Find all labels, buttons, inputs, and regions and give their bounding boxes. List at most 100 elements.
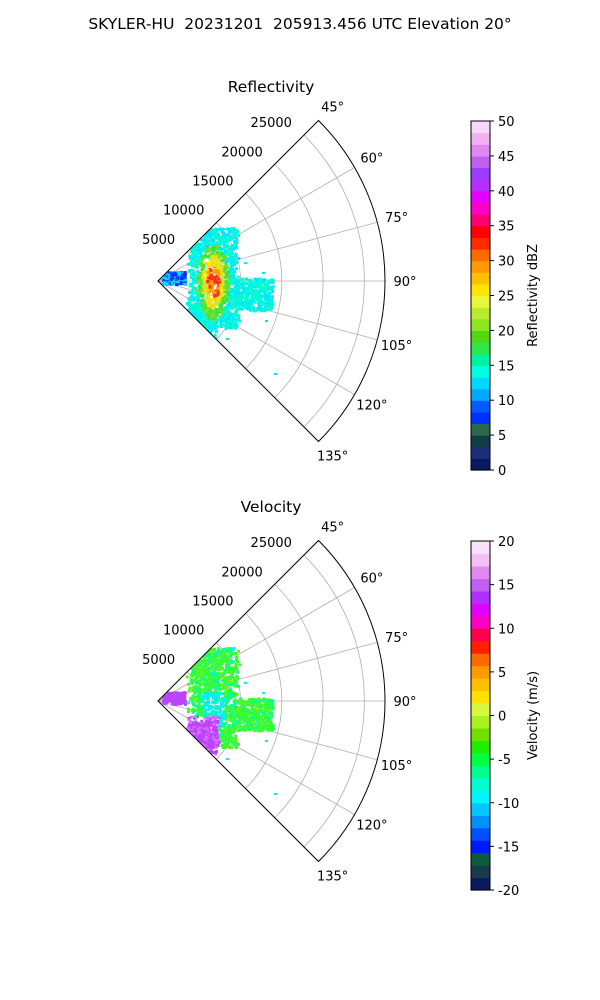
echo-cell xyxy=(268,280,271,284)
echo-cell xyxy=(190,317,194,321)
colorbar-segment xyxy=(471,565,490,579)
echo-cell xyxy=(201,265,205,269)
echo-cell xyxy=(208,258,212,262)
echo-cell xyxy=(199,761,203,765)
echo-cell xyxy=(191,239,195,243)
echo-cell xyxy=(213,669,217,673)
echo-cell xyxy=(191,312,195,316)
echo-cell xyxy=(206,659,210,663)
echo-cell xyxy=(227,729,231,733)
echo-cell xyxy=(267,725,271,728)
echo-cell xyxy=(226,655,230,659)
echo-cell xyxy=(228,267,232,271)
echo-cell xyxy=(215,660,219,664)
echo-cell xyxy=(186,325,190,329)
echo-cell xyxy=(269,296,273,300)
echo-cell xyxy=(196,234,200,238)
echo-cell xyxy=(192,336,196,340)
echo-cell xyxy=(197,762,201,766)
echo-cell xyxy=(167,273,171,277)
echo-cell xyxy=(229,671,233,675)
echo-cell xyxy=(224,726,228,730)
echo-cell xyxy=(204,330,207,334)
echo-cell xyxy=(222,251,226,255)
echo-cell xyxy=(193,751,197,755)
echo-cell xyxy=(196,759,200,763)
echo-cell xyxy=(188,655,192,659)
echo-cell xyxy=(185,750,189,754)
echo-cell xyxy=(197,298,201,302)
echo-cell xyxy=(190,250,194,254)
echo-cell xyxy=(217,659,221,663)
echo-cell xyxy=(199,678,202,682)
echo-cell xyxy=(225,264,229,268)
echo-cell xyxy=(169,282,173,286)
echo-cell xyxy=(205,658,209,662)
echo-cell xyxy=(202,229,206,233)
echo-cell xyxy=(188,328,192,332)
echo-cell xyxy=(221,683,225,687)
echo-cell xyxy=(224,713,228,716)
echo-cell xyxy=(207,248,211,252)
echo-cell xyxy=(235,323,239,327)
echo-cell xyxy=(217,653,221,657)
echo-cell xyxy=(214,256,218,259)
echo-cell xyxy=(193,746,197,750)
echo-cell xyxy=(262,697,266,701)
echo-cell xyxy=(208,323,212,326)
echo-cell xyxy=(201,275,205,279)
echo-cell xyxy=(211,339,215,343)
echo-cell xyxy=(265,320,268,322)
echo-cell xyxy=(212,312,216,316)
echo-cell xyxy=(193,339,197,343)
echo-cell xyxy=(189,738,193,742)
echo-cell xyxy=(194,333,198,337)
echo-cell xyxy=(185,315,189,319)
echo-cell xyxy=(198,315,202,319)
echo-cell xyxy=(233,296,237,300)
echo-cell xyxy=(202,249,206,253)
echo-cell xyxy=(237,257,241,260)
echo-cell xyxy=(249,710,253,714)
echo-cell xyxy=(258,706,262,710)
echo-cell xyxy=(195,234,199,238)
echo-cell xyxy=(203,243,207,247)
echo-cell xyxy=(241,301,244,305)
colorbar-tick-label: 20 xyxy=(498,535,515,550)
colorbar-segment xyxy=(471,365,490,378)
echo-cell xyxy=(266,279,270,283)
echo-cell xyxy=(243,728,247,732)
echo-cell xyxy=(199,647,203,651)
echo-cell xyxy=(269,711,273,715)
echo-cell xyxy=(193,746,197,750)
echo-cell xyxy=(214,310,218,313)
echo-cell xyxy=(213,693,217,697)
echo-cell xyxy=(226,291,230,295)
echo-cell xyxy=(213,656,217,660)
echo-cell xyxy=(190,307,194,311)
echo-cell xyxy=(188,236,192,240)
echo-cell xyxy=(186,329,190,333)
echo-cell xyxy=(206,708,210,712)
echo-cell xyxy=(222,288,226,292)
echo-cell xyxy=(230,266,234,270)
echo-cell xyxy=(175,271,179,275)
echo-cell xyxy=(223,681,227,685)
echo-cell xyxy=(203,282,206,286)
echo-cell xyxy=(232,703,236,707)
echo-cell xyxy=(190,751,194,755)
colorbar-segment xyxy=(471,144,490,157)
colorbar-segment xyxy=(471,628,490,642)
echo-cell xyxy=(193,324,197,328)
echo-cell xyxy=(198,749,201,753)
echo-cell xyxy=(162,695,166,699)
echo-cell xyxy=(222,722,226,726)
echo-cell xyxy=(202,647,205,651)
echo-cell xyxy=(225,732,229,736)
echo-cell xyxy=(271,289,275,293)
echo-cell xyxy=(185,733,189,737)
echo-cell xyxy=(216,291,220,295)
echo-cell xyxy=(234,243,238,247)
echo-cell xyxy=(221,279,225,282)
echo-cell xyxy=(234,726,238,730)
